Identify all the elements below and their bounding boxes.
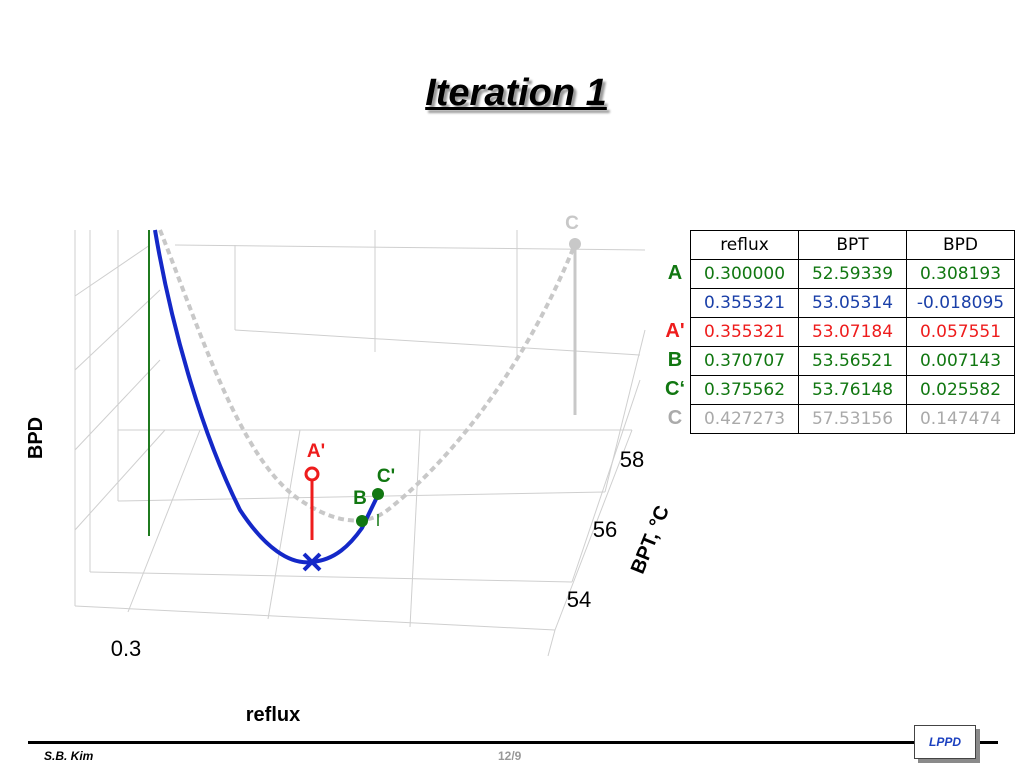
table-row: 0.375562 53.76148 0.025582 <box>690 375 1015 405</box>
table-row: 0.427273 57.53156 0.147474 <box>690 404 1015 434</box>
axis-labels: 0.3 54 56 58 reflux BPT, °C BPD <box>25 417 674 726</box>
table-cell: 0.375562 <box>690 375 799 405</box>
table-cell: 0.308193 <box>906 259 1015 289</box>
table-cell: 53.05314 <box>798 288 907 318</box>
table-row-label: A' <box>665 320 685 342</box>
y-tick-label: 58 <box>620 447 644 472</box>
table-body: 0.300000 52.59339 0.308193 0.355321 53.05314… <box>690 259 1015 434</box>
marker-point <box>304 466 320 482</box>
y-tick-label: 56 <box>593 517 617 542</box>
table-header-row: reflux BPT BPD <box>690 230 1015 260</box>
table-cell: 53.07184 <box>798 317 907 347</box>
footer-divider <box>28 741 998 744</box>
minimum-x-marker <box>302 552 322 572</box>
blue-series <box>153 229 380 565</box>
page-number: 12/9 <box>498 749 522 763</box>
table-cell: 0.355321 <box>690 317 799 347</box>
table-cell: 0.427273 <box>690 404 799 434</box>
data-table: reflux BPT BPD 0.300000 52.59339 0.308193 0… <box>690 230 1015 434</box>
marker-label: A' <box>307 441 325 462</box>
table-cell: 0.057551 <box>906 317 1015 347</box>
plot-grid <box>74 230 646 657</box>
table-header-cell: BPT <box>798 230 907 260</box>
table-cell: 0.147474 <box>906 404 1015 434</box>
marker-label: C <box>565 213 579 234</box>
table-cell: 0.025582 <box>906 375 1015 405</box>
table-header-cell: BPD <box>906 230 1015 260</box>
table-cell: 0.007143 <box>906 346 1015 376</box>
x-axis-label: reflux <box>246 704 300 726</box>
table-row: 0.355321 53.05314 -0.018095 <box>690 288 1015 318</box>
gray-dashed-series <box>158 229 577 523</box>
table-cell: 53.56521 <box>798 346 907 376</box>
marker-label: B <box>353 488 367 509</box>
table-cell: 57.53156 <box>798 404 907 434</box>
table-row-label: B <box>667 349 683 371</box>
marker-label: C' <box>377 466 395 487</box>
table-row-label: A <box>667 262 683 284</box>
table-row: 0.370707 53.56521 0.007143 <box>690 346 1015 376</box>
table-cell: 0.300000 <box>690 259 799 289</box>
table-header-cell: reflux <box>690 230 799 260</box>
table-row: 0.300000 52.59339 0.308193 <box>690 259 1015 289</box>
table-cell: 0.355321 <box>690 288 799 318</box>
series-layer <box>153 229 577 565</box>
marker-layer: A' B C' C <box>302 213 581 572</box>
marker-point <box>356 515 368 527</box>
x-tick-label: 0.3 <box>111 636 142 661</box>
slide-title: Iteration 1 <box>425 72 607 114</box>
marker-point <box>372 488 384 500</box>
table-cell: 53.76148 <box>798 375 907 405</box>
marker-point <box>569 238 581 250</box>
table-row: 0.355321 53.07184 0.057551 <box>690 317 1015 347</box>
table-row-label: C‘ <box>665 378 685 400</box>
table-cell: 52.59339 <box>798 259 907 289</box>
lppd-logo: LPPD <box>914 725 976 759</box>
table-cell: -0.018095 <box>906 288 1015 318</box>
y-tick-label: 54 <box>567 587 591 612</box>
table-cell: 0.370707 <box>690 346 799 376</box>
table-row-label: C <box>667 407 683 429</box>
author-name: S.B. Kim <box>44 749 94 763</box>
y-axis-label: BPT, °C <box>627 503 674 577</box>
z-axis-label: BPD <box>25 417 47 459</box>
